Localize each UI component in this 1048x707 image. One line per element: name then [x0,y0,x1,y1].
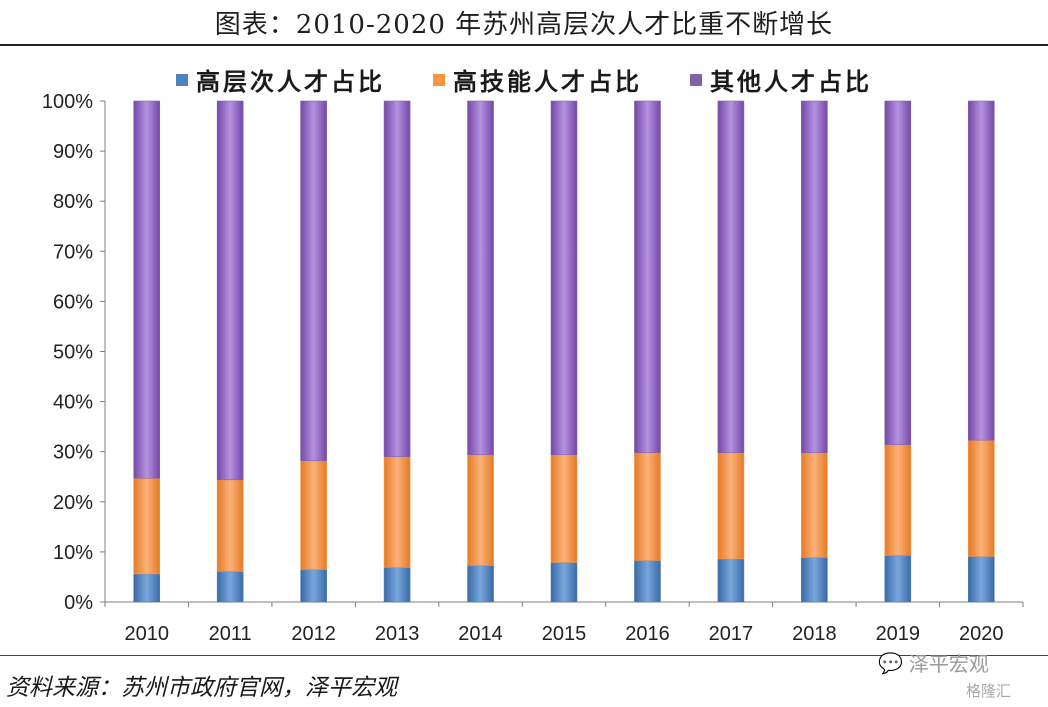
x-tick-label: 2012 [291,623,336,645]
y-tick-label: 20% [53,492,93,514]
title-rule-top [0,44,1048,46]
x-tick-label: 2013 [375,623,420,645]
y-tick-label: 0% [64,592,93,614]
bar-segment [467,565,494,603]
source-rule [0,655,1048,656]
source-note: 资料来源：苏州市政府官网，泽平宏观 [6,675,397,701]
bar-segment [634,452,661,561]
chart-legend: 高层次人才占比 高技能人才占比 其他人才占比 [0,62,1048,97]
y-tick-label: 80% [53,191,93,213]
bar-segment [884,555,912,603]
legend-label-high-skill: 高技能人才占比 [453,68,642,96]
legend-item-other: 其他人才占比 [690,62,872,97]
bar-segment [133,100,161,479]
bar-segment [300,100,327,462]
y-tick-label: 40% [53,392,93,414]
bar-segment [717,452,745,560]
y-tick-label: 10% [53,542,93,564]
bar-segment [550,100,578,456]
y-tick-label: 90% [53,141,93,163]
bar-segment [383,100,411,458]
wechat-watermark: 💬 泽平宏观 [878,648,989,677]
y-tick-label: 60% [53,291,93,313]
y-tick-label: 100% [42,91,93,113]
wechat-icon: 💬 [878,650,903,675]
legend-item-high-level: 高层次人才占比 [176,62,385,97]
legend-swatch-high-skill [433,73,445,86]
bar-segment [884,444,912,556]
bar-segment [801,100,828,454]
bar-segment [300,569,327,603]
legend-label-other: 其他人才占比 [710,68,872,96]
bar-segment [550,454,578,563]
legend-label-high-level: 高层次人才占比 [196,68,385,96]
x-tick-label: 2017 [709,623,754,645]
x-tick-label: 2010 [124,623,169,645]
bar-segment [133,573,161,603]
x-tick-label: 2011 [209,623,252,645]
bar-segment [967,556,995,603]
y-tick-label: 50% [53,342,93,364]
bar-segment [216,571,244,603]
y-tick-label: 30% [53,442,93,464]
bar-segment [717,558,745,603]
legend-item-high-skill: 高技能人才占比 [433,62,642,97]
bar-segment [801,452,828,558]
legend-swatch-high-level [176,73,188,86]
y-tick-label: 70% [53,241,93,263]
legend-swatch-other [690,73,702,86]
bar-segment [216,479,244,572]
x-tick-label: 2019 [876,623,921,645]
x-tick-label: 2018 [792,623,837,645]
bar-segment [634,100,661,454]
bar-segment [550,562,578,603]
page-title: 图表：2010-2020 年苏州高层次人才比重不断增长 [214,10,834,40]
bar-segment [467,454,494,566]
x-tick-label: 2014 [458,623,503,645]
bar-segment [383,456,411,568]
bar-segment [967,439,995,557]
x-tick-label: 2020 [959,623,1004,645]
bar-segment [467,100,494,456]
bar-segment [801,557,828,603]
bar-segment [967,100,995,441]
x-tick-label: 2015 [542,623,587,645]
bar-segment [717,100,745,454]
wechat-watermark-text: 泽平宏观 [908,652,989,676]
x-tick-label: 2016 [625,623,670,645]
bar-segment [133,477,161,575]
bar-segment [216,100,244,481]
gelonghui-watermark: 格隆汇 [966,682,1012,700]
bar-segment [383,567,411,603]
bar-segment [300,460,327,570]
bar-segment [884,100,912,445]
bar-segment [634,560,661,603]
